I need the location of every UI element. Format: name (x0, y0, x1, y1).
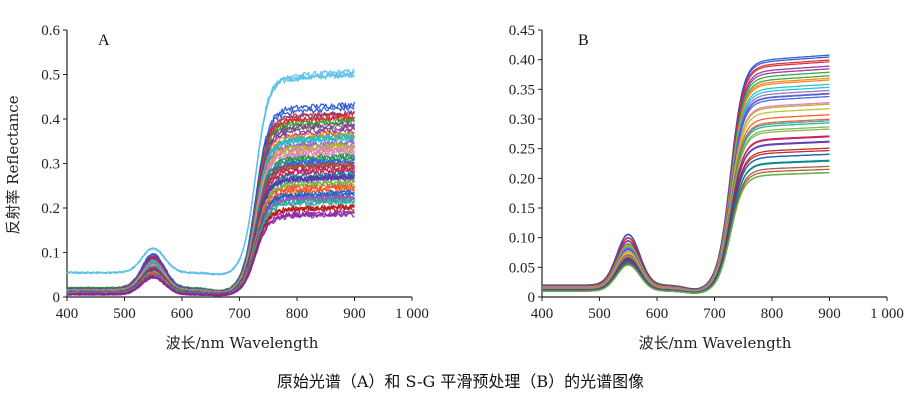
series-line-s12 (542, 120, 830, 293)
series-line-s4 (66, 121, 355, 293)
y-tick-label: 0.05 (509, 260, 535, 276)
series-line-s19 (542, 165, 830, 294)
x-tick-label: 1 000 (395, 306, 429, 322)
series-line-s16 (542, 149, 830, 294)
y-tick-label: 0.30 (509, 112, 535, 128)
y-tick-label: 0.4 (41, 112, 60, 128)
series-line-s14 (542, 135, 830, 293)
series-line-s11 (542, 114, 830, 293)
y-tick-label: 0.15 (509, 201, 535, 217)
x-tick-label: 900 (818, 306, 841, 322)
y-axis-label-a: 反射率 Reflectance (4, 95, 22, 234)
x-tick-label: 700 (228, 306, 251, 322)
x-tick-label: 400 (531, 306, 554, 322)
x-tick-label: 800 (761, 306, 784, 322)
series-line-s10 (542, 103, 830, 292)
y-tick-label: 0.2 (41, 201, 60, 217)
series-line-s20 (542, 172, 830, 294)
y-tick-label: 0 (528, 290, 536, 306)
y-tick-label: 0 (53, 290, 61, 306)
series-line-s3 (542, 68, 830, 291)
x-axis-label-a: 波长/nm Wavelength (166, 334, 319, 352)
series-line-s21 (66, 205, 355, 297)
series-line-s11 (542, 118, 830, 293)
series-line-s13 (542, 128, 830, 293)
y-tick-label: 0.40 (509, 53, 535, 69)
y-tick-label: 0.1 (41, 246, 60, 262)
series-line-s6 (542, 83, 830, 292)
y-tick-label: 0.6 (41, 23, 60, 39)
y-tick-label: 0.45 (509, 23, 535, 39)
series-line-s7 (542, 89, 830, 292)
series-line-s20 (66, 196, 356, 296)
series-line-s5 (542, 77, 830, 291)
x-tick-label: 900 (343, 306, 366, 322)
plot-area-a: 400 500 600 700 800 900 1 000 0 0.1 0.2 0.3 0.4 0.5 0… (41, 23, 429, 322)
series-line-s4 (542, 75, 830, 291)
series-line-s15 (542, 141, 830, 293)
series-line-s15 (542, 140, 830, 293)
x-tick-label: 600 (171, 306, 194, 322)
series-line-s20 (542, 171, 830, 294)
series-line-s18 (542, 159, 830, 294)
x-tick-label: 600 (646, 306, 669, 322)
x-tick-label: 500 (113, 306, 136, 322)
plot-area-b: 400 500 600 700 800 900 1 000 0 0.05 0.10 0.15 0.20… (509, 23, 904, 322)
panel-label-b: B (578, 32, 589, 49)
x-tick-label: 1 000 (870, 306, 904, 322)
axes-frame (66, 30, 412, 298)
y-tick-label: 0.35 (509, 82, 535, 98)
figure: A 400 500 600 700 800 900 1 000 0 0.1 0.2 0.3 0.4 0.… (4, 23, 904, 352)
series-line-s22 (66, 212, 355, 297)
series-line-s14 (542, 136, 830, 293)
y-tick-label: 0.10 (509, 231, 535, 247)
series-line-s18 (542, 160, 830, 294)
series-line-s22 (66, 210, 355, 297)
figure-caption: 原始光谱（A）和 S-G 平滑预处理（B）的光谱图像 (276, 372, 645, 391)
x-tick-label: 400 (56, 306, 79, 322)
y-tick-label: 0.3 (41, 157, 60, 173)
x-tick-label: 500 (588, 306, 611, 322)
series-line-s10 (542, 108, 830, 293)
x-tick-label: 800 (286, 306, 309, 322)
axes-frame (541, 30, 887, 298)
series-line-outlier (66, 71, 355, 276)
series-line-s13 (542, 126, 830, 293)
y-tick-label: 0.20 (509, 171, 535, 187)
panel-b: B 400 500 600 700 800 900 1 000 0 0.05 0.10 0.15 0.… (509, 23, 904, 352)
series-line-s9 (542, 103, 830, 292)
x-axis-label-b: 波长/nm Wavelength (639, 334, 792, 352)
y-tick-label: 0.5 (41, 68, 60, 84)
series-line-s1 (542, 56, 830, 290)
x-tick-label: 700 (703, 306, 726, 322)
series-line-s19 (542, 168, 830, 294)
series-line-s6 (542, 86, 830, 292)
series-line-s16 (542, 147, 830, 294)
series-line-s5 (66, 129, 356, 294)
y-tick-label: 0.25 (509, 142, 535, 158)
series-line-s12 (542, 122, 830, 293)
series-line-s22 (66, 209, 356, 297)
panel-label-a: A (98, 32, 110, 49)
panel-a: A 400 500 600 700 800 900 1 000 0 0.1 0.2 0.3 0.4 0.… (4, 23, 429, 352)
